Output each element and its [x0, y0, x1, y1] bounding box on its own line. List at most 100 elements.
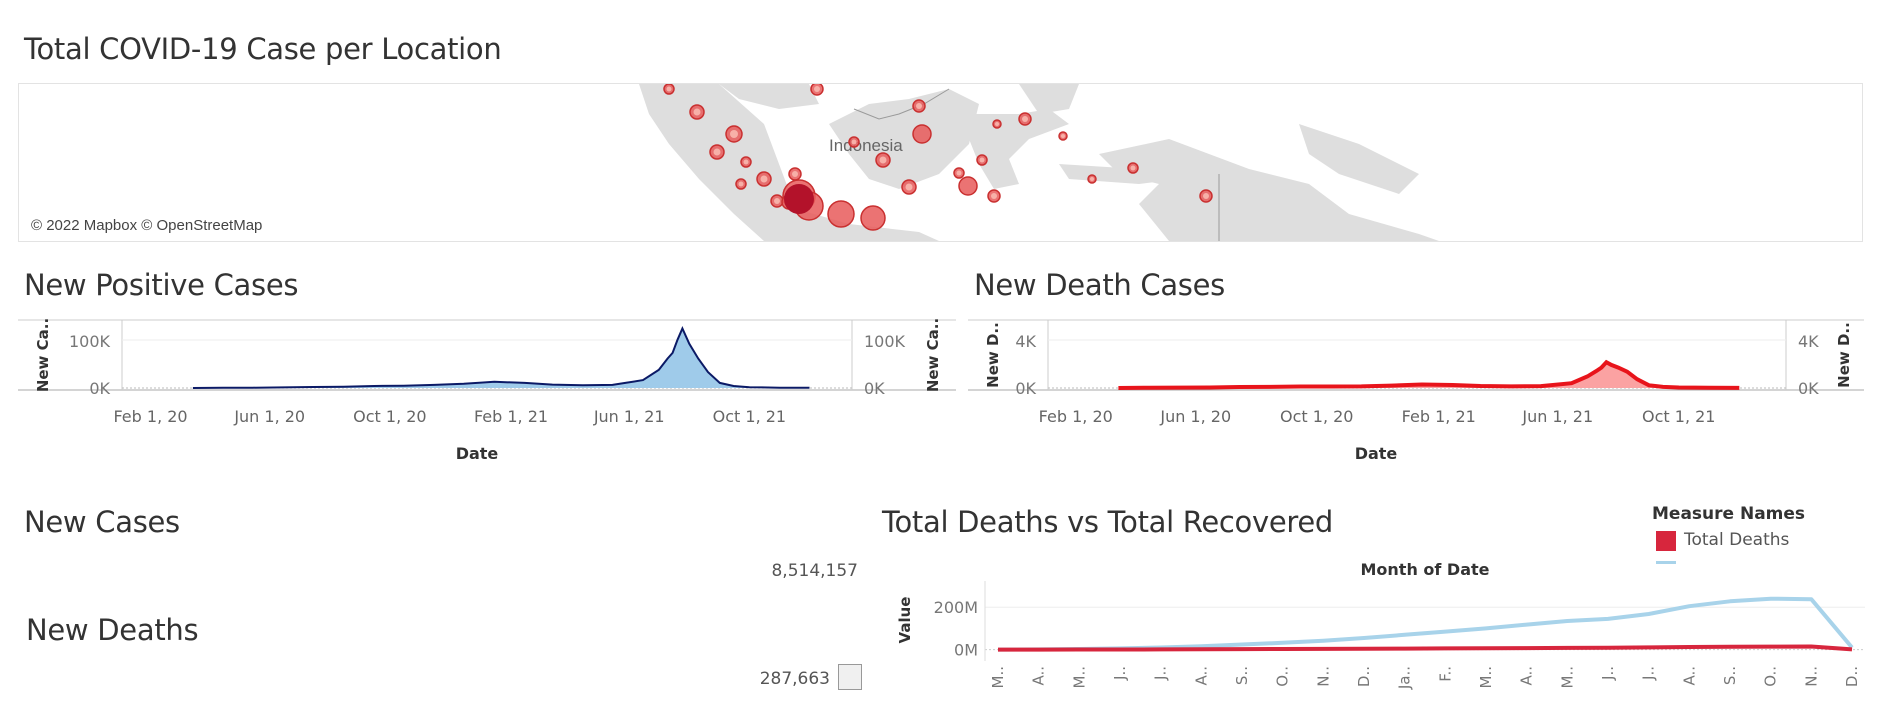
- y-tick-label-right: 100K: [864, 332, 906, 351]
- x-tick-label: O..: [1762, 666, 1780, 687]
- series-line-total-recovered[interactable]: [997, 596, 1854, 652]
- x-tick-label: D..: [1843, 666, 1861, 687]
- y-tick-label-left: 0K: [89, 379, 110, 398]
- map-case-marker[interactable]: [912, 124, 932, 144]
- country-label-indonesia: Indonesia: [829, 136, 903, 155]
- x-tick-label: M..: [1477, 666, 1495, 688]
- case-location-map[interactable]: Indonesia © 2022 Mapbox © OpenStreetMap: [18, 83, 1863, 242]
- x-tick-label: S..: [1721, 666, 1739, 685]
- x-axis-header: Month of Date: [1360, 560, 1489, 579]
- new-cases-title: New Cases: [24, 505, 180, 539]
- new-positive-cases-svg[interactable]: 0K 0K 100K 100K New Ca.. New Ca.. Feb 1, 20 Jun…: [0, 310, 960, 470]
- area-series-line[interactable]: [192, 326, 810, 389]
- map-case-marker-center: [814, 86, 820, 92]
- x-tick-label: Ja..: [1396, 666, 1414, 690]
- map-case-marker[interactable]: [958, 176, 978, 196]
- map-case-marker-center: [916, 103, 922, 109]
- x-tick-label: N..: [1802, 666, 1820, 687]
- x-tick-label: Oct 1, 21: [1642, 407, 1715, 426]
- map-case-marker-center: [774, 198, 780, 204]
- map-case-marker-center: [1022, 116, 1028, 122]
- y-tick-label-left: 0K: [1015, 379, 1036, 398]
- y-tick-label-right: 0K: [864, 379, 885, 398]
- legend-title: Measure Names: [1652, 504, 1806, 524]
- area-series[interactable]: [1118, 362, 1740, 388]
- x-tick-label: A..: [1680, 666, 1698, 686]
- new-deaths-value: 287,663: [759, 669, 830, 689]
- map-case-marker-center: [730, 130, 738, 138]
- x-tick-label: Feb 1, 21: [1402, 407, 1476, 426]
- map-case-marker-center: [979, 157, 985, 163]
- map-case-marker[interactable]: [827, 200, 855, 228]
- x-tick-label: M..: [989, 666, 1007, 688]
- x-tick-label: Jun 1, 21: [1521, 407, 1593, 426]
- x-tick-label: Jun 1, 20: [233, 407, 305, 426]
- map-case-marker-center: [1090, 177, 1094, 181]
- y-tick-label: 0M: [954, 641, 978, 660]
- map-case-marker-center: [956, 170, 962, 176]
- y-axis-label-left: New D..: [984, 322, 1002, 388]
- x-tick-label: D..: [1355, 666, 1373, 687]
- x-tick-label: J..: [1111, 666, 1129, 681]
- y-tick-label-left: 4K: [1015, 332, 1036, 351]
- deaths-vs-recovered-title: Total Deaths vs Total Recovered: [882, 505, 1334, 539]
- positive-cases-title: New Positive Cases: [24, 268, 299, 302]
- x-tick-label: Oct 1, 20: [1280, 407, 1353, 426]
- legend-label-total-deaths[interactable]: Total Deaths: [1684, 530, 1790, 550]
- x-tick-label: Jun 1, 20: [1159, 407, 1231, 426]
- x-tick-label: A..: [1030, 666, 1048, 686]
- map-case-marker-large[interactable]: [784, 184, 814, 214]
- x-tick-label: J..: [1152, 666, 1170, 681]
- y-axis-label-right: New D..: [1835, 322, 1853, 388]
- y-axis-label: Value: [896, 597, 914, 644]
- map-case-marker-center: [1061, 134, 1065, 138]
- map-case-marker-center: [991, 193, 997, 199]
- y-tick-label-right: 4K: [1798, 332, 1819, 351]
- map-case-marker-center: [693, 108, 701, 116]
- y-tick-label-left: 100K: [69, 332, 111, 351]
- new-cases-value: 8,514,157: [771, 561, 858, 581]
- x-tick-label: M..: [1070, 666, 1088, 688]
- x-tick-label: J..: [1640, 666, 1658, 681]
- map-case-marker-center: [905, 183, 913, 191]
- y-axis-label-right: New Ca..: [924, 318, 942, 392]
- x-tick-label: Jun 1, 21: [593, 407, 665, 426]
- x-tick-label: Feb 1, 20: [1039, 407, 1113, 426]
- legend-swatch-total-recovered[interactable]: [1656, 561, 1676, 564]
- x-tick-label: M..: [1558, 666, 1576, 688]
- x-tick-label: Feb 1, 20: [113, 407, 187, 426]
- map-case-marker[interactable]: [860, 205, 886, 231]
- map-title: Total COVID-19 Case per Location: [24, 32, 502, 66]
- legend-swatch-total-deaths[interactable]: [1656, 531, 1676, 551]
- deaths-vs-recovered-svg[interactable]: Month of Date Value 0M 200M M.. A.. M.. J.. J.. A…: [880, 556, 1880, 706]
- x-tick-label: Feb 1, 21: [474, 407, 548, 426]
- x-tick-label: Oct 1, 21: [713, 407, 786, 426]
- map-markers[interactable]: [19, 84, 1862, 241]
- map-case-marker-center: [738, 181, 744, 187]
- series-line-total-deaths[interactable]: [998, 644, 1853, 652]
- x-tick-label: J..: [1599, 666, 1617, 681]
- new-deaths-checkbox[interactable]: [838, 664, 862, 690]
- map-case-marker-center: [879, 156, 887, 164]
- map-case-marker-center: [760, 175, 768, 183]
- x-tick-label: N..: [1314, 666, 1332, 687]
- map-case-marker-center: [851, 139, 857, 145]
- x-axis-label: Date: [456, 444, 499, 463]
- x-tick-label: S..: [1233, 666, 1251, 685]
- map-case-marker-center: [1130, 165, 1136, 171]
- map-case-marker-center: [713, 148, 721, 156]
- x-tick-label: O..: [1274, 666, 1292, 687]
- new-death-cases-svg[interactable]: 0K 0K 4K 4K New D.. New D.. Feb 1, 20 Jun 1, 20…: [960, 310, 1880, 470]
- y-tick-label: 200M: [934, 598, 978, 617]
- map-case-marker-center: [1203, 193, 1209, 199]
- x-tick-label: F..: [1436, 666, 1454, 682]
- map-case-marker-center: [792, 171, 798, 177]
- x-axis-label: Date: [1355, 444, 1398, 463]
- map-copyright: © 2022 Mapbox © OpenStreetMap: [27, 216, 267, 235]
- area-series-line[interactable]: [1118, 359, 1740, 390]
- x-tick-label: A..: [1192, 666, 1210, 686]
- y-tick-label-right: 0K: [1798, 379, 1819, 398]
- death-cases-title: New Death Cases: [974, 268, 1225, 302]
- map-case-marker-center: [666, 86, 672, 92]
- y-axis-label-left: New Ca..: [34, 318, 52, 392]
